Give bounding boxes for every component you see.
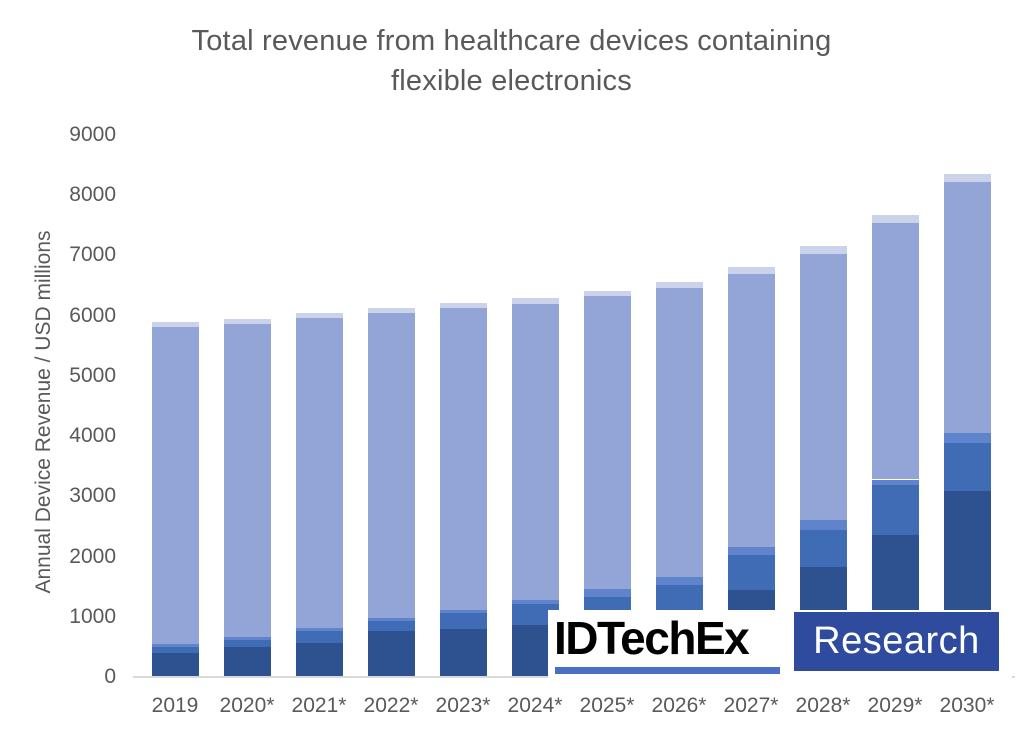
bar-segment-light-medium-blue-segment — [367, 618, 415, 621]
y-tick-label: 1000 — [69, 604, 116, 628]
bar-segment-pale-blue-cap-segment — [223, 319, 271, 324]
y-axis-title: Annual Device Revenue / USD millions — [32, 230, 55, 594]
x-tick-label: 2030* — [939, 694, 995, 717]
bar-segment-periwinkle-segment — [943, 181, 991, 433]
bar-segment-medium-blue-segment — [655, 584, 703, 614]
x-tick-label: 2028* — [795, 694, 851, 717]
chart-title: Total revenue from healthcare devices co… — [0, 21, 1023, 101]
y-tick-label: 5000 — [69, 363, 116, 387]
research-label: Research — [813, 620, 980, 662]
y-tick-label: 7000 — [69, 243, 116, 267]
y-tick-label: 3000 — [69, 484, 116, 508]
bar-segment-dark-navy-segment — [295, 643, 343, 677]
bar-segment-light-medium-blue-segment — [223, 636, 271, 640]
bar-segment-periwinkle-segment — [799, 253, 847, 520]
bar-segment-light-medium-blue-segment — [655, 577, 703, 585]
bar-segment-periwinkle-segment — [583, 296, 631, 590]
bar-segment-light-medium-blue-segment — [439, 609, 487, 613]
research-box: Research — [794, 612, 999, 671]
bar-segment-light-medium-blue-segment — [583, 589, 631, 597]
bar-segment-medium-blue-segment — [727, 554, 775, 591]
chart-title-line-2: flexible electronics — [391, 65, 632, 97]
bar-segment-medium-blue-segment — [295, 631, 343, 644]
bar-segment-pale-blue-cap-segment — [583, 291, 631, 297]
bar-segment-pale-blue-cap-segment — [799, 246, 847, 254]
bar-segment-pale-blue-cap-segment — [295, 313, 343, 319]
x-tick-label: 2027* — [723, 694, 779, 717]
bar-segment-dark-navy-segment — [151, 652, 199, 677]
bar-segment-dark-navy-segment — [367, 631, 415, 677]
y-tick-label: 2000 — [69, 544, 116, 568]
bar-segment-periwinkle-segment — [295, 318, 343, 628]
bar-segment-medium-blue-segment — [511, 604, 559, 626]
x-tick-label: 2025* — [579, 694, 635, 717]
idtechex-underline — [555, 667, 780, 674]
bar-segment-medium-blue-segment — [943, 442, 991, 491]
bar-segment-light-medium-blue-segment — [295, 627, 343, 632]
bar-segment-light-medium-blue-segment — [151, 643, 199, 647]
x-tick-label: 2024* — [507, 694, 563, 717]
bar-segment-periwinkle-segment — [151, 327, 199, 644]
chart-title-line-1: Total revenue from healthcare devices co… — [191, 25, 832, 57]
y-tick-label: 6000 — [69, 303, 116, 327]
bar-segment-medium-blue-segment — [799, 529, 847, 567]
y-tick-label: 9000 — [69, 123, 116, 146]
y-tick-label: 4000 — [69, 424, 116, 448]
x-tick-label: 2019 — [151, 694, 199, 717]
bar-segment-periwinkle-segment — [367, 313, 415, 618]
x-tick-label: 2029* — [867, 694, 923, 717]
bar-segment-periwinkle-segment — [439, 308, 487, 610]
bar-segment-pale-blue-cap-segment — [655, 281, 703, 288]
bar-segment-light-medium-blue-segment — [871, 479, 919, 485]
bar-segment-medium-blue-segment — [367, 621, 415, 632]
bar-segment-light-medium-blue-segment — [727, 546, 775, 555]
bar-segment-light-medium-blue-segment — [943, 432, 991, 443]
bar-segment-dark-navy-segment — [223, 646, 271, 677]
idtechex-research-logo: IDTechEx Research — [548, 610, 1012, 678]
bar-segment-dark-navy-segment — [439, 628, 487, 677]
y-tick-label: 0 — [104, 665, 116, 688]
bar-segment-medium-blue-segment — [151, 646, 199, 653]
idtechex-wordmark: IDTechEx — [554, 612, 750, 664]
x-tick-label: 2023* — [435, 694, 491, 717]
bar-segment-pale-blue-cap-segment — [727, 266, 775, 275]
bar-segment-pale-blue-cap-segment — [871, 215, 919, 223]
bar-segment-periwinkle-segment — [511, 303, 559, 600]
bar-segment-pale-blue-cap-segment — [511, 298, 559, 304]
bar-segment-light-medium-blue-segment — [511, 599, 559, 605]
bar-segment-periwinkle-segment — [871, 222, 919, 480]
bar-segment-pale-blue-cap-segment — [151, 322, 199, 328]
bar-segment-light-medium-blue-segment — [799, 519, 847, 530]
bar-segment-pale-blue-cap-segment — [943, 174, 991, 182]
x-tick-label: 2021* — [291, 694, 347, 717]
bar-segment-pale-blue-cap-segment — [367, 308, 415, 314]
bar-segment-periwinkle-segment — [655, 287, 703, 578]
bar-segment-periwinkle-segment — [727, 274, 775, 547]
bar-segment-medium-blue-segment — [223, 639, 271, 647]
x-tick-label: 2022* — [363, 694, 419, 717]
idtechex-wordmark-box: IDTechEx — [548, 612, 788, 676]
x-tick-label: 2020* — [219, 694, 275, 717]
bar-segment-pale-blue-cap-segment — [439, 303, 487, 309]
y-tick-label: 8000 — [69, 183, 116, 207]
bar-segment-medium-blue-segment — [871, 484, 919, 535]
x-tick-label: 2026* — [651, 694, 707, 717]
bar-segment-medium-blue-segment — [439, 612, 487, 629]
bar-segment-periwinkle-segment — [223, 323, 271, 637]
